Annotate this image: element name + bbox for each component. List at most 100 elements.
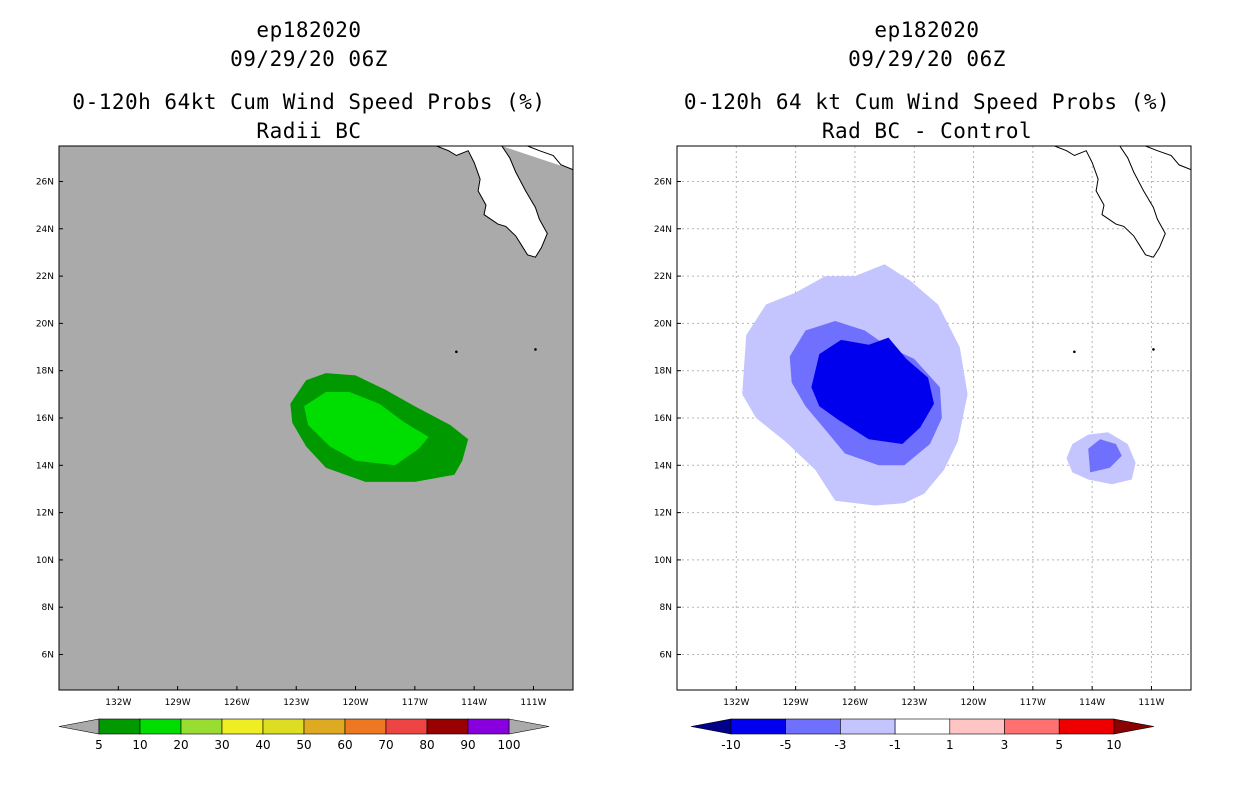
- y-tick-label: 12N: [654, 509, 672, 519]
- coastline-baja: [1054, 146, 1166, 258]
- colorbar-arrow-left: [58, 718, 100, 735]
- y-tick-label: 24N: [654, 225, 672, 235]
- y-tick-label: 16N: [36, 414, 54, 424]
- island-mark: [1152, 348, 1155, 351]
- colorbar-label: 5: [95, 738, 103, 752]
- x-tick-label: 111W: [1138, 698, 1164, 708]
- colorbar-segment: [262, 718, 305, 735]
- colorbar-label: 60: [337, 738, 352, 752]
- map-plot: 132W 129W 126W 123W 120W 117W 114W 111W 6N 8N 10N 1…: [654, 145, 1192, 708]
- x-tick-label: 126W: [224, 698, 250, 708]
- colorbar-label: -5: [780, 738, 792, 752]
- colorbar-segment: [785, 718, 841, 735]
- y-tick-label: 24N: [36, 225, 54, 235]
- map-plot: 132W 129W 126W 123W 120W 117W 114W 111W 6N 8N 10N 1…: [36, 145, 574, 708]
- y-tick-label: 8N: [42, 603, 54, 613]
- x-tick-label: 117W: [402, 698, 428, 708]
- chart-title: 0-120h 64 kt Cum Wind Speed Probs (%): [683, 90, 1171, 114]
- colorbar-segment: [840, 718, 896, 735]
- y-tick-label: 6N: [660, 651, 672, 661]
- y-tick-label: 20N: [36, 319, 54, 329]
- colorbar-arrow-left: [690, 718, 732, 735]
- coastline-mainland: [1145, 146, 1191, 171]
- land-area: [1054, 146, 1191, 258]
- colorbar-label: 100: [498, 738, 521, 752]
- y-tick-label: 22N: [36, 272, 54, 282]
- y-tick-label: 8N: [660, 603, 672, 613]
- x-tick-label: 120W: [960, 698, 986, 708]
- colorbar-segment: [894, 718, 951, 735]
- colorbar-segment: [303, 718, 346, 735]
- colorbar-label: 10: [132, 738, 147, 752]
- colorbar-label: 3: [1001, 738, 1009, 752]
- colorbar-segment: [221, 718, 264, 735]
- x-tick-label: 114W: [461, 698, 487, 708]
- land-area: [436, 146, 573, 258]
- colorbar-label: 90: [460, 738, 475, 752]
- colorbar-label: -3: [834, 738, 846, 752]
- island-mark: [534, 348, 537, 351]
- colorbar-label: 20: [173, 738, 188, 752]
- colorbar-arrow-right: [508, 718, 550, 735]
- colorbar-label: -10: [721, 738, 741, 752]
- island-mark: [455, 350, 458, 354]
- colorbar-segment: [98, 718, 141, 735]
- contour-10-20: [304, 392, 429, 466]
- colorbar-label: 70: [378, 738, 393, 752]
- contour--5to-3: [1088, 439, 1122, 473]
- colorbar-label: 40: [255, 738, 270, 752]
- y-tick-label: 14N: [654, 461, 672, 471]
- colorbar-label: 30: [214, 738, 229, 752]
- x-tick-label: 129W: [165, 698, 191, 708]
- y-tick-label: 10N: [654, 556, 672, 566]
- colorbar: 5 10 20 30 40 50 60 70 80 90 100: [58, 718, 550, 752]
- colorbar-label: 80: [419, 738, 434, 752]
- colorbar-segment: [426, 718, 469, 735]
- colorbar-segment: [139, 718, 182, 735]
- x-tick-label: 123W: [283, 698, 309, 708]
- y-tick-label: 26N: [36, 177, 54, 187]
- coastline-baja: [436, 146, 548, 258]
- x-tick-label: 120W: [342, 698, 368, 708]
- storm-id-title: ep182020: [874, 18, 980, 42]
- colorbar-arrow-right: [1113, 718, 1154, 735]
- x-tick-label: 126W: [842, 698, 868, 708]
- x-tick-label: 123W: [901, 698, 927, 708]
- y-tick-label: 6N: [42, 651, 54, 661]
- storm-id-title: ep182020: [256, 18, 362, 42]
- y-tick-label: 12N: [36, 509, 54, 519]
- y-tick-label: 16N: [654, 414, 672, 424]
- colorbar-segment: [1058, 718, 1115, 735]
- y-tick-label: 26N: [654, 177, 672, 187]
- colorbar-label: -1: [889, 738, 901, 752]
- panel-rad-bc-control: ep182020 09/29/20 06Z 0-120h 64 kt Cum W…: [618, 0, 1236, 800]
- colorbar-label: 1: [946, 738, 954, 752]
- chart-title: 0-120h 64kt Cum Wind Speed Probs (%): [72, 90, 546, 114]
- x-tick-label: 117W: [1020, 698, 1046, 708]
- x-tick-label: 111W: [520, 698, 546, 708]
- datetime-title: 09/29/20 06Z: [848, 47, 1006, 71]
- x-tick-label: 129W: [783, 698, 809, 708]
- y-tick-label: 18N: [36, 367, 54, 377]
- x-tick-label: 114W: [1079, 698, 1105, 708]
- colorbar-segment: [467, 718, 510, 735]
- y-tick-label: 18N: [654, 367, 672, 377]
- colorbar-segment: [385, 718, 428, 735]
- chart-subtitle: Rad BC - Control: [821, 119, 1033, 143]
- panel-radii-bc: ep182020 09/29/20 06Z 0-120h 64kt Cum Wi…: [36, 18, 574, 752]
- colorbar-segment: [344, 718, 387, 735]
- island-mark: [1073, 350, 1076, 354]
- y-tick-label: 10N: [36, 556, 54, 566]
- colorbar: -10 -5 -3 -1 1 3 5 10: [690, 718, 1154, 752]
- colorbar-segment: [180, 718, 223, 735]
- y-tick-label: 22N: [654, 272, 672, 282]
- colorbar-label: 50: [296, 738, 311, 752]
- x-tick-label: 132W: [723, 698, 749, 708]
- x-tick-label: 132W: [105, 698, 131, 708]
- y-tick-label: 20N: [654, 319, 672, 329]
- contour--10to-5: [811, 337, 934, 444]
- colorbar-label: 5: [1055, 738, 1063, 752]
- y-tick-label: 14N: [36, 461, 54, 471]
- chart-subtitle: Radii BC: [256, 119, 362, 143]
- colorbar-segment: [1004, 718, 1060, 735]
